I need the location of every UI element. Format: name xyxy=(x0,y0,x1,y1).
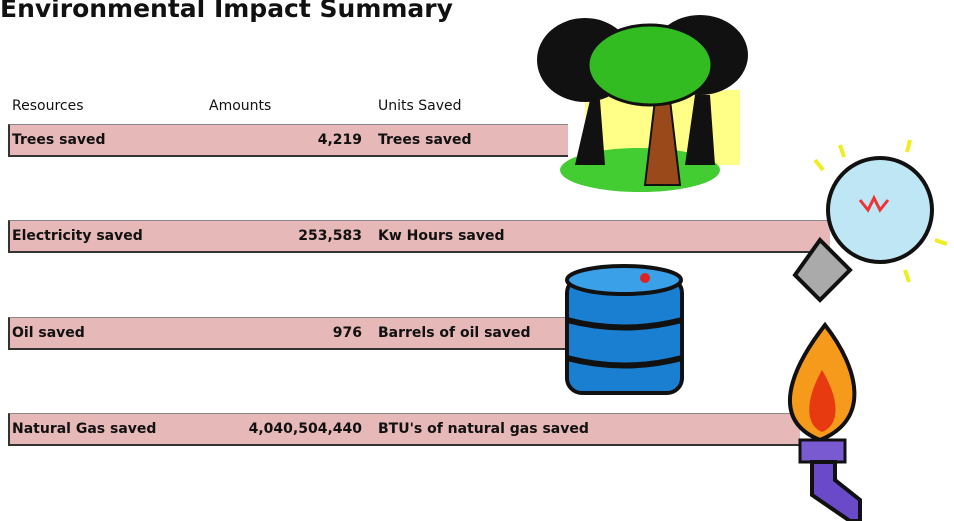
illustrations xyxy=(0,0,954,521)
flame-icon xyxy=(790,325,860,521)
bulb-icon xyxy=(795,140,947,300)
tree-icon xyxy=(537,15,748,192)
page: {"header": {"title": "Environmental Impa… xyxy=(0,0,954,521)
barrel-icon xyxy=(567,266,682,393)
